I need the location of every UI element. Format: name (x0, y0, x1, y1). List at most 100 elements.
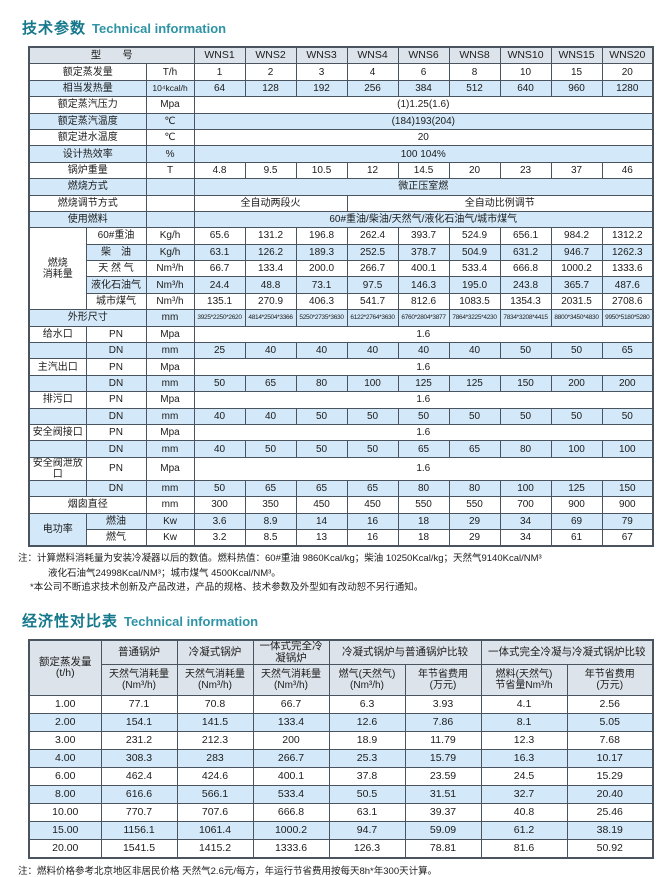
table-cell (28, 407, 87, 425)
table-cell: 50.5 (328, 785, 406, 805)
table-cell: 384 (397, 79, 450, 98)
table-cell: 450 (295, 496, 348, 514)
table-cell: PN (85, 423, 147, 442)
table-cell: 50 (346, 440, 399, 458)
table-cell: 11.79 (404, 731, 482, 751)
table-cell: 283 (176, 749, 254, 769)
table-cell: 133.4 (244, 260, 297, 278)
table-cell: % (145, 145, 195, 163)
table-cell: 550 (448, 496, 501, 514)
table-cell: 24.4 (193, 276, 246, 294)
table-cell (145, 210, 195, 229)
table-cell: 200 (601, 374, 654, 393)
table-cell: 200 (252, 731, 330, 751)
table-cell: 46 (601, 161, 654, 180)
row-label: 燃气 (85, 528, 147, 547)
table-cell: 946.7 (550, 243, 603, 262)
section-title-cn: 技术参数 (22, 20, 87, 37)
table-cell: 50 (550, 407, 603, 425)
table-cell: 462.4 (100, 767, 178, 787)
column-header: 天然气消耗量 (Nm³/h) (252, 664, 330, 697)
table-cell: 50 (193, 374, 246, 393)
table-cell (28, 479, 87, 498)
table-cell: DN (85, 440, 147, 458)
table-cell: 50.92 (566, 839, 654, 859)
row-label: 使用燃料 (28, 210, 147, 229)
table-cell: 1333.6 (601, 260, 654, 278)
note-line: *本公司不断追求技术创新及产品改进，产品的规格、技术参数及外型如有改动恕不另行通… (30, 581, 424, 593)
table-cell: 541.7 (346, 292, 399, 311)
table-cell: 14 (295, 512, 348, 530)
table-cell: 3.6 (193, 512, 246, 530)
table-cell: 631.2 (499, 243, 552, 262)
column-header: 冷凝式锅炉 (176, 639, 254, 666)
table-cell: 34 (499, 528, 552, 547)
table-cell: 40 (193, 440, 246, 458)
section-title-economic: 经济性对比表 Technical information (22, 605, 652, 633)
table-cell: 487.6 (601, 276, 654, 294)
table-cell: 50 (244, 440, 297, 458)
table-cell: 266.7 (346, 260, 399, 278)
column-header: 天然气消耗量 (Nm³/h) (100, 664, 178, 697)
table-cell: 31.51 (404, 785, 482, 805)
table-cell (145, 178, 195, 196)
table-cell: 50 (499, 407, 552, 425)
table-cell: PN (85, 325, 147, 344)
table-cell: 50 (499, 342, 552, 360)
table-cell: 50 (601, 407, 654, 425)
table-cell: 125 (397, 374, 450, 393)
table-cell: 135.1 (193, 292, 246, 311)
table-cell: 100 (550, 440, 603, 458)
row-label: 6.00 (28, 767, 102, 787)
table-cell: 20 (193, 128, 654, 147)
table-cell: 7864*3225*4230 (448, 309, 501, 327)
table-cell: 4.1 (480, 695, 568, 715)
table-cell: 1280 (601, 79, 654, 98)
table-cell: Nm³/h (145, 276, 195, 294)
table-cell: 16 (346, 528, 399, 547)
table-cell: 15 (550, 63, 603, 81)
row-label: 额定蒸汽温度 (28, 112, 147, 130)
table-cell: 256 (346, 79, 399, 98)
table-cell: 960 (550, 79, 603, 98)
table-cell: 196.8 (295, 227, 348, 245)
table-cell: 3 (295, 63, 348, 81)
table-cell: 1061.4 (176, 821, 254, 841)
table-cell: 18.9 (328, 731, 406, 751)
table-cell: 25.3 (328, 749, 406, 769)
row-label: 主汽出口 (28, 358, 87, 376)
table-cell: 65 (601, 342, 654, 360)
row-label: 电功率 (28, 512, 87, 547)
table-cell: 40 (397, 342, 450, 360)
column-header: WNS20 (601, 46, 654, 65)
table-cell: 40 (244, 342, 297, 360)
row-label: 2.00 (28, 713, 102, 733)
table-cell: ℃ (145, 112, 195, 130)
table-cell: 7.86 (404, 713, 482, 733)
table-cell: T (145, 161, 195, 180)
table-cell: 3.93 (404, 695, 482, 715)
table-cell: 10 (499, 63, 552, 81)
table-cell: 66.7 (252, 695, 330, 715)
table-cell: 1000.2 (550, 260, 603, 278)
table-cell: 512 (448, 79, 501, 98)
table-cell: 450 (346, 496, 399, 514)
table-cell: 378.7 (397, 243, 450, 262)
table-cell: 25 (193, 342, 246, 360)
table-cell: 100 (499, 479, 552, 498)
table-cell: 38.19 (566, 821, 654, 841)
table-cell: 65 (244, 374, 297, 393)
table-cell: 1156.1 (100, 821, 178, 841)
table-cell: 707.6 (176, 803, 254, 823)
table-cell: 5250*2735*3630 (295, 309, 348, 327)
table-cell: 406.3 (295, 292, 348, 311)
table-cell: 262.4 (346, 227, 399, 245)
table-cell: 195.0 (448, 276, 501, 294)
table-cell: 23 (499, 161, 552, 180)
technical-parameters-table: 型 号 WNS1 WNS2 WNS3 WNS4 WNS6 WNS8 WNS10 WNS15 WNS… (28, 46, 655, 548)
table-cell: 9.5 (244, 161, 297, 180)
table-cell: 37 (550, 161, 603, 180)
table-cell: DN (85, 407, 147, 425)
row-label: 3.00 (28, 731, 102, 751)
column-header: WNS2 (244, 46, 297, 65)
